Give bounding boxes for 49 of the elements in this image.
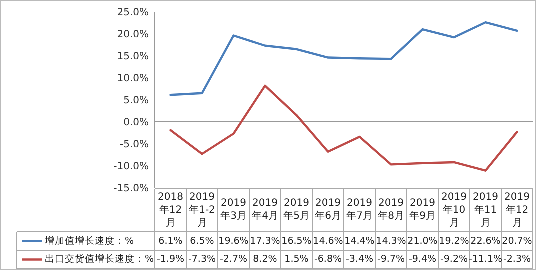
data-label: -7.3%	[187, 253, 218, 268]
y-tick-label: 5.0%	[124, 96, 149, 106]
x-tick-label: 2019年11月	[472, 190, 500, 230]
data-label: 21.0%	[407, 234, 438, 249]
data-label: 14.3%	[376, 234, 407, 249]
legend-label: 出口交货值增长速度：%	[45, 253, 154, 268]
data-label: 14.4%	[344, 234, 376, 249]
data-label: -11.1%	[468, 253, 503, 268]
data-label: 19.2%	[438, 234, 470, 249]
x-tick-label: 2019年10月	[440, 190, 468, 230]
y-tick-label: 15.0%	[117, 52, 149, 62]
data-label: -6.8%	[313, 253, 344, 268]
data-label: 14.6%	[312, 234, 344, 249]
line-series	[170, 84, 518, 172]
x-tick-label: 2019年9月	[408, 197, 437, 224]
data-label: -3.4%	[344, 253, 375, 268]
y-tick-label: -15.0%	[114, 184, 149, 194]
x-tick-label: 2018年12月	[157, 190, 184, 230]
line-series	[170, 21, 518, 96]
data-label: -9.7%	[376, 253, 406, 268]
data-label: 22.6%	[470, 234, 502, 249]
data-label: -9.2%	[439, 253, 470, 268]
x-tick-label: 2019年6月	[314, 197, 342, 224]
x-tick-label: 2019年4月	[251, 197, 280, 224]
y-tick-label: 20.0%	[117, 30, 149, 40]
data-label: -9.4%	[408, 253, 438, 268]
x-tick-label: 2019年5月	[282, 197, 311, 224]
x-tick-label: 2019年1-2月	[188, 190, 216, 230]
data-label: -1.9%	[156, 253, 186, 268]
data-label: 6.1%	[158, 234, 184, 249]
data-label: 6.5%	[189, 234, 216, 249]
x-tick-label: 2019年7月	[346, 197, 374, 224]
data-label: 1.5%	[284, 253, 310, 268]
data-label: 20.7%	[502, 234, 533, 249]
y-tick-label: 25.0%	[117, 8, 149, 18]
y-tick-label: -5.0%	[120, 140, 149, 150]
data-label: 8.2%	[252, 253, 278, 268]
y-tick-label: 0.0%	[124, 118, 149, 128]
y-tick-label: 10.0%	[117, 74, 149, 84]
x-tick-label: 2019年3月	[220, 197, 248, 224]
x-tick-label: 2019年12月	[504, 190, 531, 230]
data-label: -2.3%	[502, 253, 532, 268]
data-label: 17.3%	[250, 234, 281, 249]
y-tick-label: -10.0%	[114, 162, 149, 172]
data-label: -2.7%	[218, 253, 249, 268]
data-label: 19.6%	[218, 234, 250, 249]
legend-label: 增加值增长速度：%	[45, 234, 136, 249]
data-label: 16.5%	[281, 234, 312, 249]
x-tick-label: 2019年8月	[377, 197, 406, 224]
